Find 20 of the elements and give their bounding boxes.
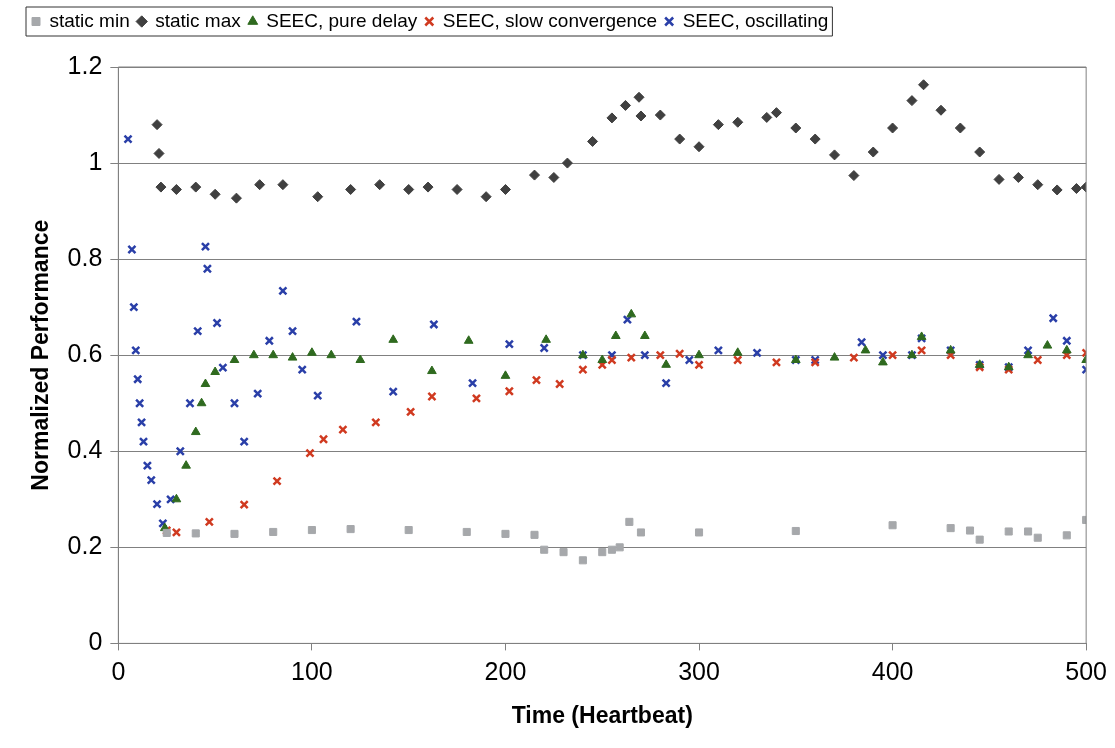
legend-label: SEEC, oscillating	[682, 9, 829, 31]
legend-label: static min	[49, 9, 130, 31]
y-tick-label: 0.4	[67, 435, 103, 464]
x-tick-label: 200	[484, 657, 527, 686]
y-tick-label: 1	[88, 146, 103, 175]
legend-label: static max	[155, 9, 242, 31]
y-tick-label: 0.2	[67, 531, 103, 560]
x-tick-label: 100	[291, 657, 333, 686]
y-tick-label: 1.2	[67, 50, 103, 79]
x-tick-label: 300	[678, 657, 720, 686]
y-tick-label: 0.8	[67, 243, 103, 272]
legend-label: SEEC, pure delay	[266, 9, 418, 31]
x-axis-title: Time (Heartbeat)	[511, 701, 693, 728]
y-tick-label: 0.6	[67, 339, 103, 368]
y-axis-title: Normalized Performance	[27, 219, 54, 491]
x-tick-label: 500	[1065, 657, 1107, 686]
y-tick-label: 0	[88, 627, 103, 656]
x-tick-label: 0	[111, 657, 126, 686]
x-tick-label: 400	[871, 657, 914, 686]
legend-label: SEEC, slow convergence	[442, 9, 658, 31]
